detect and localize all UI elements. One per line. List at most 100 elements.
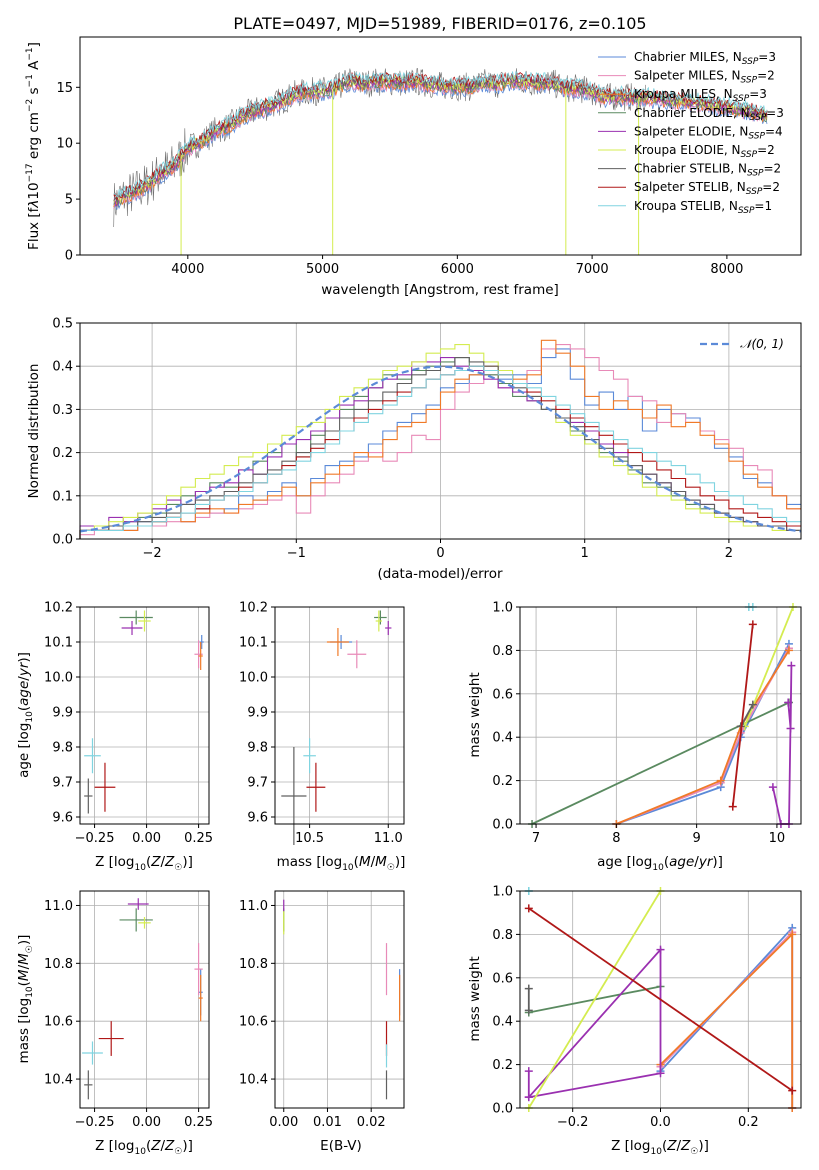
y-tick-label: 9.8 (247, 741, 268, 756)
y-tick-label: 0.5 (52, 317, 73, 332)
weight-series (524, 984, 533, 1015)
y-tick-label: 0.0 (52, 533, 73, 548)
error-bar-point (375, 610, 382, 632)
y-tick-label: 0.6 (492, 687, 513, 702)
plus-marker (787, 661, 796, 670)
age-vs-metallicity-y-label: age [log10(age/yr)] (16, 652, 35, 778)
residuals-axes-frame (79, 322, 802, 540)
y-tick-label: 9.9 (52, 706, 73, 721)
y-tick-label: 0.8 (492, 928, 513, 943)
y-tick-label: 9.6 (247, 811, 268, 826)
plus-marker (524, 984, 533, 993)
x-tick-label: 0.25 (184, 831, 213, 846)
x-tick-label: 1 (581, 546, 589, 561)
model-spectrum-line (113, 71, 768, 198)
y-tick-label: 10.0 (44, 671, 73, 686)
weight-vs-metallicity-x-label: Z [log10(Z/Z☉)] (611, 1138, 709, 1157)
x-tick-label: −1 (287, 546, 306, 561)
normal-legend-label: 𝒩(0, 1) (740, 337, 784, 351)
x-tick-label: 0.2 (738, 1115, 759, 1130)
spectrum-y-label: Flux [fλ10−17 erg cm−2 s−1 A−1] (25, 42, 42, 250)
legend-label: Chabrier STELIB, NSSP=2 (634, 162, 781, 179)
residuals-x-ticks: −2 −1 0 1 2 (143, 539, 733, 561)
y-tick-label: 10.6 (239, 1015, 268, 1030)
error-bar-point (119, 610, 153, 625)
weight-series (524, 945, 665, 1102)
y-tick-label: 11.0 (44, 899, 73, 914)
y-tick-label: 0.4 (52, 360, 73, 375)
plus-marker (524, 1006, 533, 1015)
histogram-step (79, 357, 801, 539)
error-bar-point (138, 917, 151, 929)
y-tick-label: 10.4 (239, 1073, 268, 1088)
age-vs-mass-frame (274, 606, 405, 825)
y-tick-label: 0.1 (52, 489, 73, 504)
y-tick-label: 0.8 (492, 644, 513, 659)
x-tick-label: 2 (725, 546, 733, 561)
weight-vs-age-y-label: mass weight (467, 672, 483, 757)
error-bar-point (127, 898, 149, 910)
plus-marker (784, 646, 793, 655)
plus-marker (748, 700, 757, 709)
weight-vs-age-panel: 7 8 9 10 0.0 0.2 0.4 0.6 0.8 1.0 age [log10(age/… (467, 601, 802, 873)
plus-marker (656, 1069, 665, 1078)
y-tick-label: 10.8 (44, 957, 73, 972)
normal-curve (79, 365, 802, 533)
error-bar-point (84, 738, 101, 774)
histogram-step (79, 339, 801, 539)
plus-marker (788, 1086, 797, 1095)
weight-line (528, 907, 793, 1092)
residuals-y-ticks: 0.0 0.1 0.2 0.3 0.4 0.5 (52, 317, 80, 548)
spectrum-legend: Chabrier MILES, NSSP=3 Salpeter MILES, NS… (598, 50, 784, 216)
mass-vs-metallicity-x-ticks: −0.25 0.00 0.25 (75, 1108, 213, 1130)
error-bar-point (303, 738, 316, 774)
mass-vs-metallicity-points (82, 898, 203, 1100)
x-tick-label: 11.0 (374, 831, 403, 846)
y-tick-label: 10.1 (239, 636, 268, 651)
y-tick-label: 11.0 (239, 899, 268, 914)
age-vs-mass-panel: 10.5 11.0 9.6 9.7 9.8 9.9 10.0 10.1 10.2 mass [… (239, 601, 405, 874)
mass-vs-ebv-panel: 0.00 0.01 0.02 10.4 10.6 10.8 11.0 E(B-V) (239, 890, 405, 1154)
x-tick-label: 5000 (306, 262, 339, 277)
weight-vs-metallicity-y-label: mass weight (467, 956, 483, 1041)
y-tick-label: 10.2 (239, 601, 268, 616)
y-tick-label: 0.4 (492, 731, 513, 746)
plus-marker (656, 945, 665, 954)
y-tick-label: 10.6 (44, 1015, 73, 1030)
x-tick-label: 0.02 (357, 1115, 386, 1130)
mass-vs-metallicity-y-ticks: 10.4 10.6 10.8 11.0 (44, 899, 80, 1088)
y-tick-label: 9.7 (52, 776, 73, 791)
legend-label: Kroupa STELIB, NSSP=1 (634, 199, 772, 216)
x-tick-label: 0.25 (184, 1115, 213, 1130)
age-vs-mass-points (281, 610, 392, 845)
weight-vs-metallicity-panel: −0.2 0.0 0.2 0.0 0.2 0.4 0.6 0.8 1.0 Z [log10(Z… (467, 885, 802, 1157)
x-tick-label: 6000 (441, 262, 474, 277)
y-tick-label: 0.0 (492, 1102, 513, 1117)
error-bar-point (198, 642, 203, 670)
weight-vs-age-y-ticks: 0.0 0.2 0.4 0.6 0.8 1.0 (492, 601, 520, 833)
error-bar-point (385, 621, 392, 635)
weight-line (772, 665, 793, 825)
y-tick-label: 9.7 (247, 776, 268, 791)
age-vs-mass-x-label: mass [log10(M/M☉)] (277, 854, 406, 873)
y-tick-label: 1.0 (492, 601, 513, 616)
error-bar-point (98, 1021, 124, 1056)
error-bar-point (374, 610, 387, 625)
y-tick-label: 9.8 (52, 741, 73, 756)
age-vs-metallicity-frame (79, 606, 210, 825)
weight-series (524, 904, 797, 1095)
mass-vs-ebv-x-label: E(B-V) (320, 1138, 362, 1154)
weight-series (728, 620, 757, 811)
spectrum-x-ticks: 4000 5000 6000 7000 8000 (171, 255, 743, 277)
legend-label: Kroupa ELODIE, NSSP=2 (634, 143, 775, 160)
x-tick-label: 0.01 (313, 1115, 342, 1130)
plus-marker (716, 776, 725, 785)
x-tick-label: −0.25 (75, 831, 115, 846)
residuals-histograms (79, 339, 801, 539)
plus-marker (524, 1093, 533, 1102)
spectrum-clip-group (113, 68, 768, 255)
legend-label: Salpeter ELODIE, NSSP=4 (634, 124, 783, 141)
spectrum-y-ticks: 0 5 10 15 (56, 81, 80, 264)
age-vs-metallicity-x-ticks: −0.25 0.00 0.25 (75, 824, 213, 846)
weight-line (731, 624, 754, 807)
